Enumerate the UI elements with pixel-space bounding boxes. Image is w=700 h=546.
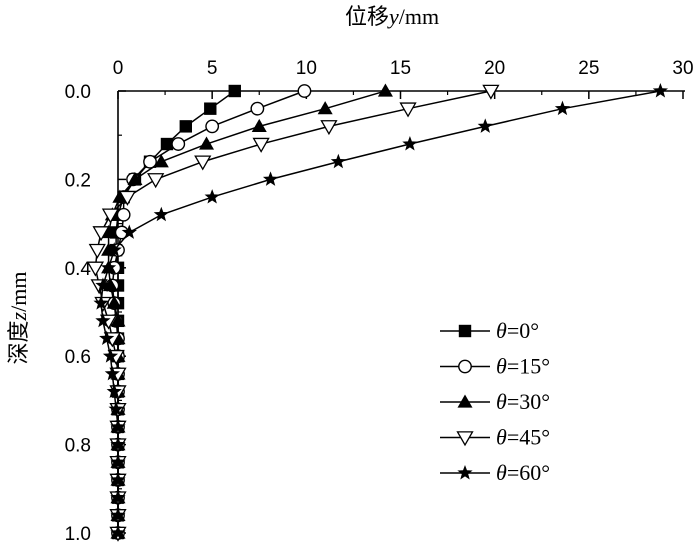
- data-point: [377, 83, 393, 97]
- data-point: [110, 507, 126, 522]
- data-point: [101, 224, 117, 239]
- data-point: [204, 102, 217, 115]
- data-point: [482, 84, 500, 100]
- y-tick-label: 0.8: [65, 436, 91, 457]
- data-point: [171, 137, 186, 151]
- data-point: [116, 207, 131, 222]
- data-point: [402, 136, 418, 151]
- series-0: [109, 84, 241, 540]
- x-tick-label: 30: [672, 58, 693, 79]
- y-axis-title: 深度z/mm: [6, 272, 31, 365]
- data-point: [118, 190, 137, 206]
- data-point: [205, 119, 220, 134]
- x-axis-title: 位移y/mm: [345, 4, 439, 29]
- data-point: [250, 101, 265, 116]
- y-tick-label: 0.0: [65, 82, 91, 103]
- data-point: [204, 189, 220, 204]
- data-point: [102, 348, 119, 363]
- series-line: [100, 90, 661, 533]
- data-point: [127, 171, 143, 186]
- data-point: [143, 154, 157, 169]
- data-point: [110, 313, 126, 327]
- legend-marker: [456, 431, 474, 447]
- data-point: [101, 208, 120, 224]
- data-point: [477, 118, 493, 133]
- data-point: [99, 330, 115, 345]
- x-tick-label: 5: [207, 58, 218, 79]
- legend-marker: [457, 465, 473, 480]
- data-point: [106, 383, 122, 399]
- data-point: [399, 102, 417, 118]
- data-point: [252, 137, 270, 153]
- data-point: [88, 243, 106, 259]
- data-point: [262, 171, 279, 186]
- x-tick-label: 15: [390, 58, 411, 79]
- data-point: [330, 153, 346, 169]
- data-point: [92, 226, 110, 242]
- series-4: [93, 83, 669, 540]
- data-point: [153, 154, 169, 168]
- legend-item: θ=30°: [440, 389, 550, 414]
- legend-item: θ=15°: [440, 354, 550, 379]
- data-point: [554, 100, 571, 116]
- x-tick-label: 25: [578, 58, 599, 79]
- data-point: [179, 120, 192, 133]
- legend-label: θ=30°: [496, 389, 550, 414]
- legend-label: θ=60°: [496, 460, 550, 485]
- legend-label: θ=45°: [496, 425, 550, 450]
- data-point: [110, 454, 126, 469]
- data-point: [320, 120, 338, 136]
- data-point: [100, 259, 117, 275]
- data-point: [110, 418, 126, 434]
- series-1: [105, 84, 312, 540]
- legend-item: θ=60°: [440, 460, 550, 485]
- data-point: [110, 436, 126, 452]
- data-point: [121, 224, 137, 239]
- y-tick-label: 1.0: [65, 524, 91, 545]
- data-point: [110, 471, 126, 487]
- data-point: [106, 295, 122, 309]
- legend-item: θ=0°: [440, 318, 539, 343]
- data-point: [652, 83, 669, 98]
- axes: 0 5 10 15 20 25 30 0.0 0.2 0.4 0.6 0.8 1.0: [65, 58, 694, 545]
- data-point: [112, 189, 128, 203]
- data-point: [147, 173, 165, 189]
- data-point: [228, 84, 241, 98]
- legend: θ=0° θ=15° θ=30° θ=45° θ=60°: [440, 318, 550, 485]
- legend-marker: [458, 359, 472, 374]
- data-point: [251, 118, 267, 132]
- data-point: [317, 101, 333, 115]
- data-point: [160, 137, 174, 151]
- x-tick-label: 20: [484, 58, 505, 79]
- data-point: [297, 84, 312, 98]
- data-point: [110, 525, 126, 540]
- data-point: [95, 312, 111, 328]
- x-tick-label: 10: [296, 58, 317, 79]
- y-tick-label: 0.6: [65, 347, 91, 368]
- data-point: [86, 261, 105, 277]
- data-point: [93, 295, 109, 310]
- data-point: [104, 365, 120, 381]
- x-tick-label: 0: [113, 58, 124, 79]
- legend-marker: [458, 324, 472, 338]
- series-3: [86, 84, 500, 542]
- data-point: [110, 489, 126, 505]
- legend-label: θ=0°: [496, 318, 539, 343]
- plot-area: [86, 83, 669, 542]
- data-point: [199, 136, 215, 150]
- legend-label: θ=15°: [496, 354, 550, 379]
- data-point: [102, 277, 118, 292]
- legend-marker: [457, 394, 473, 408]
- series-2: [101, 83, 393, 539]
- data-point: [153, 206, 169, 222]
- data-point: [108, 401, 124, 416]
- data-point: [194, 155, 212, 171]
- y-tick-label: 0.4: [65, 259, 92, 280]
- data-point: [106, 242, 122, 257]
- legend-item: θ=45°: [440, 425, 550, 450]
- data-point: [95, 277, 111, 292]
- y-tick-label: 0.2: [65, 170, 91, 191]
